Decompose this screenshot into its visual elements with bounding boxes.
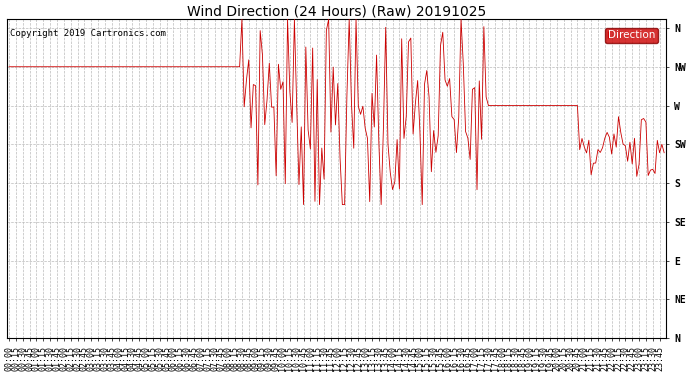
Title: Wind Direction (24 Hours) (Raw) 20191025: Wind Direction (24 Hours) (Raw) 20191025 xyxy=(187,4,486,18)
Text: Copyright 2019 Cartronics.com: Copyright 2019 Cartronics.com xyxy=(10,29,166,38)
Legend: Direction: Direction xyxy=(605,28,658,43)
